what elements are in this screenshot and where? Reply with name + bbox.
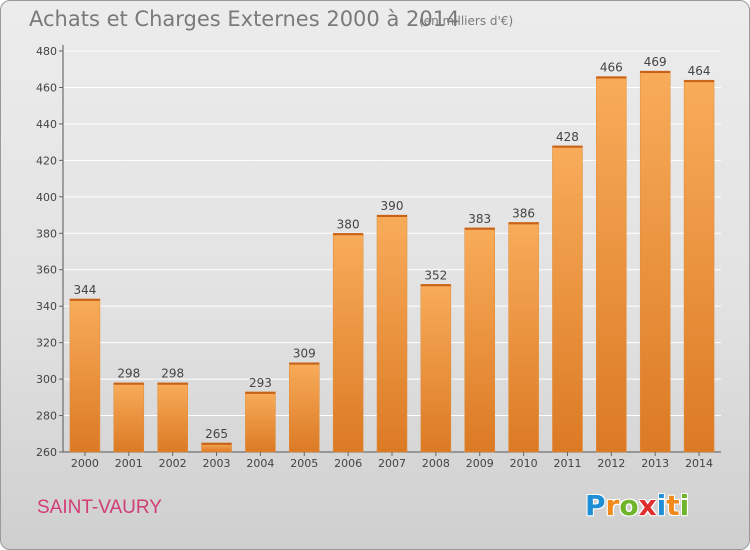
bar-2014 [683, 79, 715, 453]
data-label: 309 [293, 347, 316, 361]
bar-2004 [245, 391, 276, 453]
data-label: 428 [556, 130, 579, 144]
bar-2009 [464, 227, 495, 453]
y-tick-label: 300 [36, 373, 57, 386]
bar-2012 [596, 76, 627, 453]
x-tick-label: 2004 [246, 457, 274, 470]
x-tick-label: 2014 [685, 457, 713, 470]
bar-2002 [157, 382, 188, 453]
bar-2013 [639, 70, 671, 453]
data-label: 380 [337, 217, 360, 231]
logo-letter: x [638, 489, 657, 522]
y-tick-label: 420 [36, 154, 57, 167]
logo-letter: o [619, 489, 639, 522]
data-label: 383 [468, 212, 491, 226]
x-tick-label: 2008 [422, 457, 450, 470]
x-tick-label: 2012 [597, 457, 625, 470]
bar-2008 [420, 284, 452, 453]
data-label: 466 [600, 61, 623, 75]
proxiti-logo[interactable]: Proxiti [585, 489, 689, 522]
y-tick-label: 400 [36, 191, 57, 204]
data-label: 390 [381, 199, 404, 213]
data-label: 469 [644, 55, 667, 69]
y-tick-label: 260 [36, 446, 57, 459]
x-tick-label: 2002 [159, 457, 187, 470]
data-label: 298 [117, 367, 140, 381]
bar-2000 [69, 298, 101, 453]
x-tick-label: 2011 [553, 457, 581, 470]
y-tick-label: 340 [36, 300, 57, 313]
y-tick-label: 280 [36, 410, 57, 423]
y-tick-label: 380 [36, 227, 57, 240]
y-tick-labels: 260 280 300 320 340 360 380 400 420 440 460 480 [36, 45, 57, 459]
x-tick-label: 2001 [115, 457, 143, 470]
x-tick-label: 2003 [203, 457, 231, 470]
x-tick-label: 2000 [71, 457, 99, 470]
x-tick-label: 2007 [378, 457, 406, 470]
logo-letter: P [585, 489, 606, 522]
data-label: 344 [73, 283, 96, 297]
commune-name: SAINT-VAURY [37, 497, 162, 518]
data-label: 298 [161, 367, 184, 381]
data-label: 265 [205, 427, 228, 441]
y-tick-label: 440 [36, 118, 57, 131]
data-label: 352 [424, 268, 447, 282]
chart-unit: (en milliers d'€) [419, 14, 514, 28]
x-tick-labels: 2000 2001 2002 2003 2004 2005 2006 2007 2008 2009… [71, 452, 713, 470]
logo-letter: i [679, 489, 690, 522]
bar-2005 [289, 362, 320, 453]
bars [69, 70, 715, 453]
chart-title: Achats et Charges Externes 2000 à 2014 [29, 7, 460, 31]
bar-2010 [508, 222, 539, 453]
y-tick-label: 480 [36, 45, 57, 58]
data-label: 464 [688, 64, 711, 78]
data-label: 386 [512, 206, 535, 220]
logo-letter: r [605, 489, 620, 522]
data-labels: 344 298 298 265 293 309 380 390 352 383 386 428 466 4… [73, 55, 710, 441]
bar-2006 [332, 233, 364, 453]
x-tick-label: 2005 [290, 457, 318, 470]
x-tick-label: 2009 [466, 457, 494, 470]
y-tick-label: 360 [36, 264, 57, 277]
bar-2007 [376, 214, 408, 453]
y-tick-label: 460 [36, 81, 57, 94]
logo-letter: t [666, 489, 680, 522]
x-tick-label: 2006 [334, 457, 362, 470]
logo-letter: i [656, 489, 667, 522]
data-label: 293 [249, 376, 272, 390]
x-tick-label: 2010 [510, 457, 538, 470]
bar-2001 [113, 382, 145, 453]
bar-2011 [552, 145, 583, 453]
y-tick-label: 320 [36, 337, 57, 350]
x-tick-label: 2013 [641, 457, 669, 470]
